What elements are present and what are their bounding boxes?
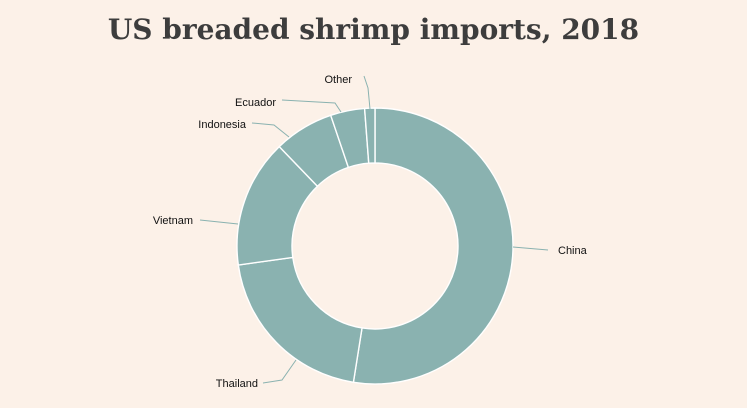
leader-line-vietnam <box>199 219 239 225</box>
leader-line-china <box>512 246 549 251</box>
leader-line-ecuador <box>281 99 342 113</box>
label-thailand: Thailand <box>216 378 258 390</box>
label-other: Other <box>324 74 352 86</box>
label-vietnam: Vietnam <box>153 215 193 227</box>
leader-line-other <box>363 75 371 110</box>
chart-title: US breaded shrimp imports, 2018 <box>107 13 640 46</box>
leader-lines-group <box>199 75 549 384</box>
label-ecuador: Ecuador <box>235 97 276 109</box>
slice-china <box>352 107 514 385</box>
leader-line-indonesia <box>251 122 290 138</box>
slices-group <box>236 107 514 385</box>
slice-other <box>363 107 376 164</box>
slice-thailand <box>237 256 363 384</box>
labels-group: China Thailand Vietnam Indonesia Ecuador Othe… <box>153 74 588 390</box>
label-china: China <box>558 245 588 257</box>
label-indonesia: Indonesia <box>198 119 247 131</box>
leader-line-thailand <box>262 359 297 384</box>
